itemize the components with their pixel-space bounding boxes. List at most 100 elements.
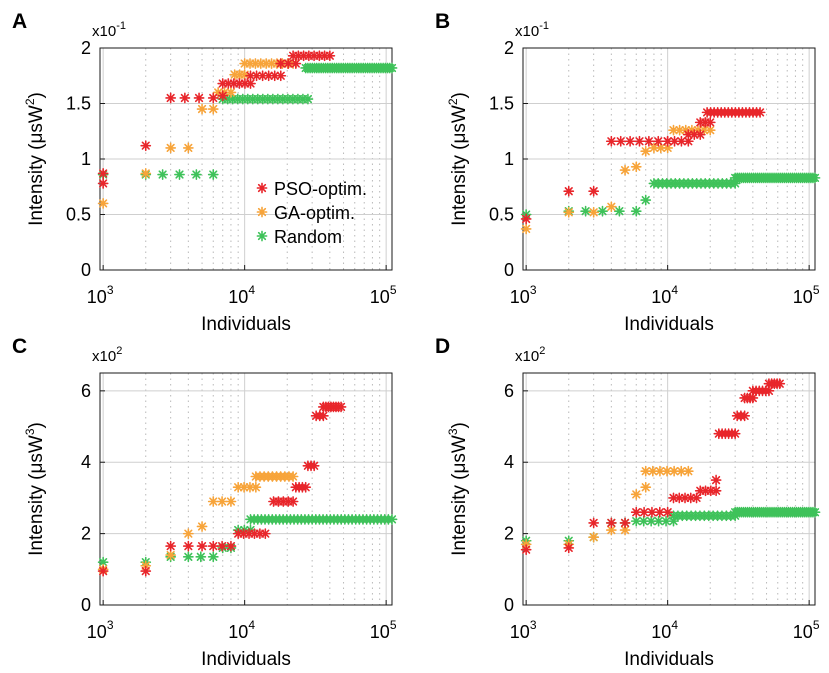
- series-ga-optim: [97, 471, 299, 575]
- data-point: [228, 78, 240, 89]
- x-tick-base: 10: [87, 622, 107, 642]
- x-tick-base: 10: [793, 622, 813, 642]
- data-point: [646, 506, 658, 518]
- data-point: [729, 178, 741, 189]
- data-point: [630, 161, 642, 173]
- axes-box: [99, 372, 393, 606]
- data-point: [259, 528, 271, 540]
- legend-marker: [256, 230, 268, 242]
- data-point: [219, 87, 230, 98]
- data-point: [676, 135, 687, 147]
- data-point: [662, 506, 674, 518]
- data-point: [630, 506, 642, 518]
- data-point: [692, 124, 704, 136]
- data-point: [275, 70, 287, 82]
- data-point: [597, 205, 608, 217]
- data-point: [386, 513, 398, 525]
- data-point: [648, 142, 660, 154]
- data-point: [673, 492, 685, 504]
- data-point: [682, 465, 694, 477]
- series-random: [97, 513, 398, 568]
- data-point: [335, 401, 347, 413]
- data-point: [654, 506, 666, 518]
- data-point: [225, 87, 237, 98]
- data-point: [217, 90, 229, 102]
- data-point: [300, 481, 312, 493]
- data-point: [615, 135, 627, 147]
- data-point: [638, 515, 650, 527]
- x-tick-exponent: 4: [671, 618, 678, 632]
- data-point: [257, 70, 269, 82]
- y-tick-label: 1: [81, 149, 91, 169]
- data-point: [282, 58, 294, 69]
- data-point: [710, 474, 722, 486]
- data-point: [809, 172, 821, 184]
- data-point: [245, 78, 256, 89]
- x-tick-label: 103: [87, 618, 114, 642]
- data-point: [662, 142, 674, 154]
- data-point: [207, 92, 219, 104]
- multiplier-exponent: -1: [116, 20, 126, 32]
- grid: [523, 373, 815, 606]
- data-point: [238, 528, 250, 540]
- data-point: [682, 135, 694, 147]
- data-point: [386, 62, 398, 74]
- multiplier-base: x10: [92, 23, 116, 40]
- x-axis-label: Individuals: [201, 314, 291, 335]
- data-point: [588, 185, 600, 197]
- data-point: [165, 540, 177, 552]
- x-tick-base: 10: [87, 287, 107, 307]
- data-point: [704, 116, 716, 128]
- x-tick-exponent: 3: [530, 618, 537, 632]
- data-point: [317, 410, 329, 422]
- grid: [100, 47, 392, 271]
- data-point: [97, 198, 109, 209]
- x-tick-exponent: 5: [390, 618, 397, 632]
- data-point: [668, 492, 679, 504]
- data-point: [668, 124, 679, 136]
- data-point: [232, 481, 244, 493]
- data-point: [244, 481, 256, 493]
- data-point: [605, 524, 617, 536]
- data-point: [691, 492, 702, 504]
- data-point: [190, 169, 202, 180]
- y-axis-label-close: ): [449, 92, 470, 98]
- x-tick-label: 104: [228, 618, 255, 642]
- data-point: [763, 385, 775, 397]
- data-point: [287, 471, 299, 482]
- data-point: [207, 540, 219, 552]
- data-point: [165, 549, 177, 561]
- y-axis-label: Intensity (μsW3): [23, 422, 47, 556]
- data-point: [680, 124, 692, 136]
- data-point: [563, 206, 575, 218]
- data-point: [290, 58, 302, 69]
- y-tick-label: 0: [81, 260, 91, 280]
- data-point: [661, 465, 673, 477]
- y-tick-label: 6: [504, 381, 514, 401]
- data-point: [196, 103, 208, 115]
- x-tick-label: 104: [651, 618, 678, 642]
- y-tick-label: 6: [81, 381, 91, 401]
- data-point: [193, 92, 205, 104]
- x-tick-exponent: 3: [107, 283, 114, 297]
- data-point: [207, 169, 219, 180]
- data-point: [520, 213, 532, 225]
- data-point: [754, 106, 766, 118]
- data-point: [308, 460, 320, 472]
- series-pso-optim: [520, 106, 766, 225]
- data-point: [207, 496, 219, 507]
- x-tick-base: 10: [228, 622, 248, 642]
- data-point: [662, 135, 674, 147]
- x-tick-label: 103: [510, 283, 537, 307]
- legend: PSO-optim. GA-optim. Random: [256, 179, 367, 247]
- panel-letter: C: [12, 335, 27, 358]
- y-tick-label: 1.5: [489, 94, 514, 114]
- data-point: [638, 506, 650, 518]
- data-point: [729, 428, 741, 440]
- x-tick-exponent: 4: [248, 283, 255, 297]
- x-tick-base: 10: [510, 287, 530, 307]
- data-point: [588, 206, 600, 218]
- y-axis-label-text: Intensity (μsW: [449, 105, 470, 226]
- data-point: [654, 465, 666, 477]
